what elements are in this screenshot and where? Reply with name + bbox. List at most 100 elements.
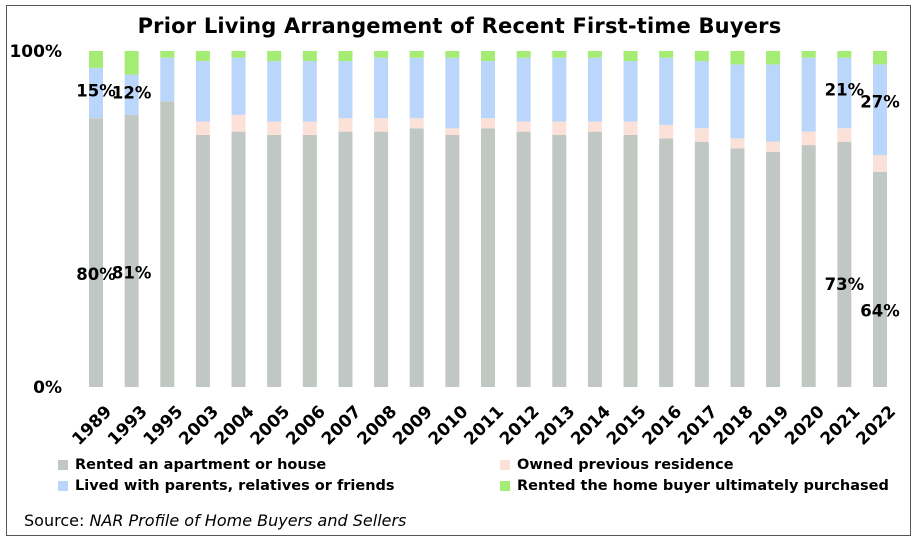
bar-segment-2018-s1 — [730, 138, 745, 149]
bar-segment-2020-s1 — [801, 131, 816, 146]
data-label-1989-s2: 15% — [76, 81, 116, 100]
y-tick-label: 100% — [9, 42, 62, 62]
bar-segment-1993-s0 — [124, 114, 139, 387]
bar-segment-2022-s1 — [873, 155, 887, 172]
x-tick-label-2017: 2017 — [674, 402, 722, 450]
bar-segment-2007-s0 — [338, 131, 353, 387]
bar-segment-2018-s2 — [730, 64, 745, 139]
bar-segment-1989-s3 — [89, 51, 103, 68]
bar-segment-1995-s2 — [160, 57, 175, 102]
bar-segment-2020-s0 — [801, 145, 816, 387]
x-tick-label-2016: 2016 — [639, 402, 687, 450]
data-label-1993-s2: 12% — [112, 84, 152, 103]
bar-segment-2015-s0 — [623, 135, 638, 387]
bar-segment-2020-s2 — [801, 57, 816, 132]
legend-swatch-rented-home-purchased — [500, 481, 510, 491]
bar-segment-2005-s2 — [267, 61, 282, 122]
bar-segment-2013-s2 — [552, 57, 567, 122]
x-tick-label-2010: 2010 — [425, 402, 473, 450]
bar-segment-2014-s1 — [587, 121, 602, 132]
bar-segment-2013-s3 — [552, 51, 567, 58]
bar-segment-1993-s2 — [124, 74, 139, 115]
bar-segment-2010-s0 — [445, 135, 460, 387]
x-tick-label-2009: 2009 — [389, 402, 437, 450]
bar-segment-2014-s2 — [587, 57, 602, 122]
bar-segment-2010-s2 — [445, 57, 460, 129]
bar-segment-2016-s2 — [659, 57, 674, 125]
bar-segment-2007-s1 — [338, 118, 353, 132]
bar-segment-2009-s3 — [409, 51, 424, 58]
legend-item-owned: Owned previous residence — [500, 457, 734, 473]
x-tick-label-1993: 1993 — [104, 402, 152, 450]
x-tick-label-2011: 2011 — [460, 402, 508, 450]
bar-segment-2007-s2 — [338, 61, 353, 119]
bar-segment-2008-s0 — [374, 131, 389, 387]
bar-segment-2009-s2 — [409, 57, 424, 119]
bar-segment-2019-s3 — [766, 51, 781, 65]
bar-segment-1989-s0 — [89, 118, 103, 387]
bar-segment-2021-s0 — [837, 141, 852, 387]
bar-segment-2015-s2 — [623, 61, 638, 122]
x-tick-label-2020: 2020 — [781, 402, 829, 450]
bar-segment-2004-s3 — [231, 51, 246, 58]
legend-label: Rented an apartment or house — [75, 457, 327, 473]
x-tick-label-2014: 2014 — [567, 402, 615, 450]
x-tick-label-2021: 2021 — [817, 402, 865, 450]
bar-segment-2003-s1 — [195, 121, 210, 135]
bar-segment-2008-s1 — [374, 118, 389, 132]
bar-segment-2017-s3 — [694, 51, 709, 62]
bar-segment-2006-s3 — [302, 51, 317, 62]
bar-segment-2008-s3 — [374, 51, 389, 58]
x-tick-label-2005: 2005 — [247, 402, 295, 450]
bar-segment-1995-s0 — [160, 101, 175, 388]
bar-segment-2010-s1 — [445, 128, 460, 135]
bar-segment-2013-s0 — [552, 135, 567, 387]
data-label-2021-s2: 21% — [825, 80, 865, 99]
x-tick-label-2007: 2007 — [318, 402, 366, 450]
legend-item-rented: Rented an apartment or house — [58, 457, 326, 473]
bar-segment-2016-s0 — [659, 138, 674, 387]
bar-segment-2012-s1 — [516, 121, 531, 132]
bar-segment-2016-s1 — [659, 124, 674, 139]
bar-segment-2018-s0 — [730, 148, 745, 387]
legend-label: Owned previous residence — [517, 457, 734, 473]
y-tick-label: 0% — [33, 378, 62, 398]
x-tick-label-2013: 2013 — [532, 402, 580, 450]
x-tick-label-2003: 2003 — [175, 402, 223, 450]
source-name: NAR Profile of Home Buyers and Sellers — [89, 511, 407, 530]
bar-segment-2016-s3 — [659, 51, 674, 58]
bar-segment-2020-s3 — [801, 51, 816, 58]
bar-segment-1989-s2 — [89, 67, 103, 119]
bar-segment-2019-s0 — [766, 151, 781, 387]
x-tick-label-2015: 2015 — [603, 402, 651, 450]
bar-segment-2015-s1 — [623, 121, 638, 135]
source-prefix: Source: — [24, 511, 90, 530]
bar-segment-2005-s1 — [267, 121, 282, 135]
bar-segment-2022-s2 — [873, 64, 887, 156]
bar-segment-2015-s3 — [623, 51, 638, 62]
chart-title: Prior Living Arrangement of Recent First… — [137, 14, 782, 38]
bar-segment-2003-s2 — [195, 61, 210, 122]
bar-segment-2022-s3 — [873, 51, 887, 65]
legend-item-lived-with-parents: Lived with parents, relatives or friends — [58, 478, 395, 494]
legend-swatch-owned — [500, 460, 510, 470]
bar-segment-2022-s0 — [873, 171, 887, 387]
bar-segment-2006-s1 — [302, 121, 317, 135]
bar-segment-2018-s3 — [730, 51, 745, 65]
bar-segment-2006-s2 — [302, 61, 317, 122]
bar-segment-2011-s0 — [481, 128, 495, 387]
x-tick-label-1989: 1989 — [68, 402, 116, 450]
legend-swatch-lived-with-parents — [58, 481, 68, 491]
bar-segment-2019-s2 — [766, 64, 781, 142]
bar-segment-2012-s2 — [516, 57, 531, 122]
bar-segment-2011-s3 — [481, 51, 495, 62]
bar-segment-2014-s3 — [587, 51, 602, 58]
bar-segment-1993-s3 — [124, 51, 139, 75]
legend-swatch-rented — [58, 460, 68, 470]
data-label-2022-s2: 27% — [860, 92, 900, 111]
bar-segment-1995-s3 — [160, 51, 175, 58]
bar-segment-2012-s3 — [516, 51, 531, 58]
bar-segment-2017-s1 — [694, 128, 709, 142]
bar-segment-2008-s2 — [374, 57, 389, 119]
